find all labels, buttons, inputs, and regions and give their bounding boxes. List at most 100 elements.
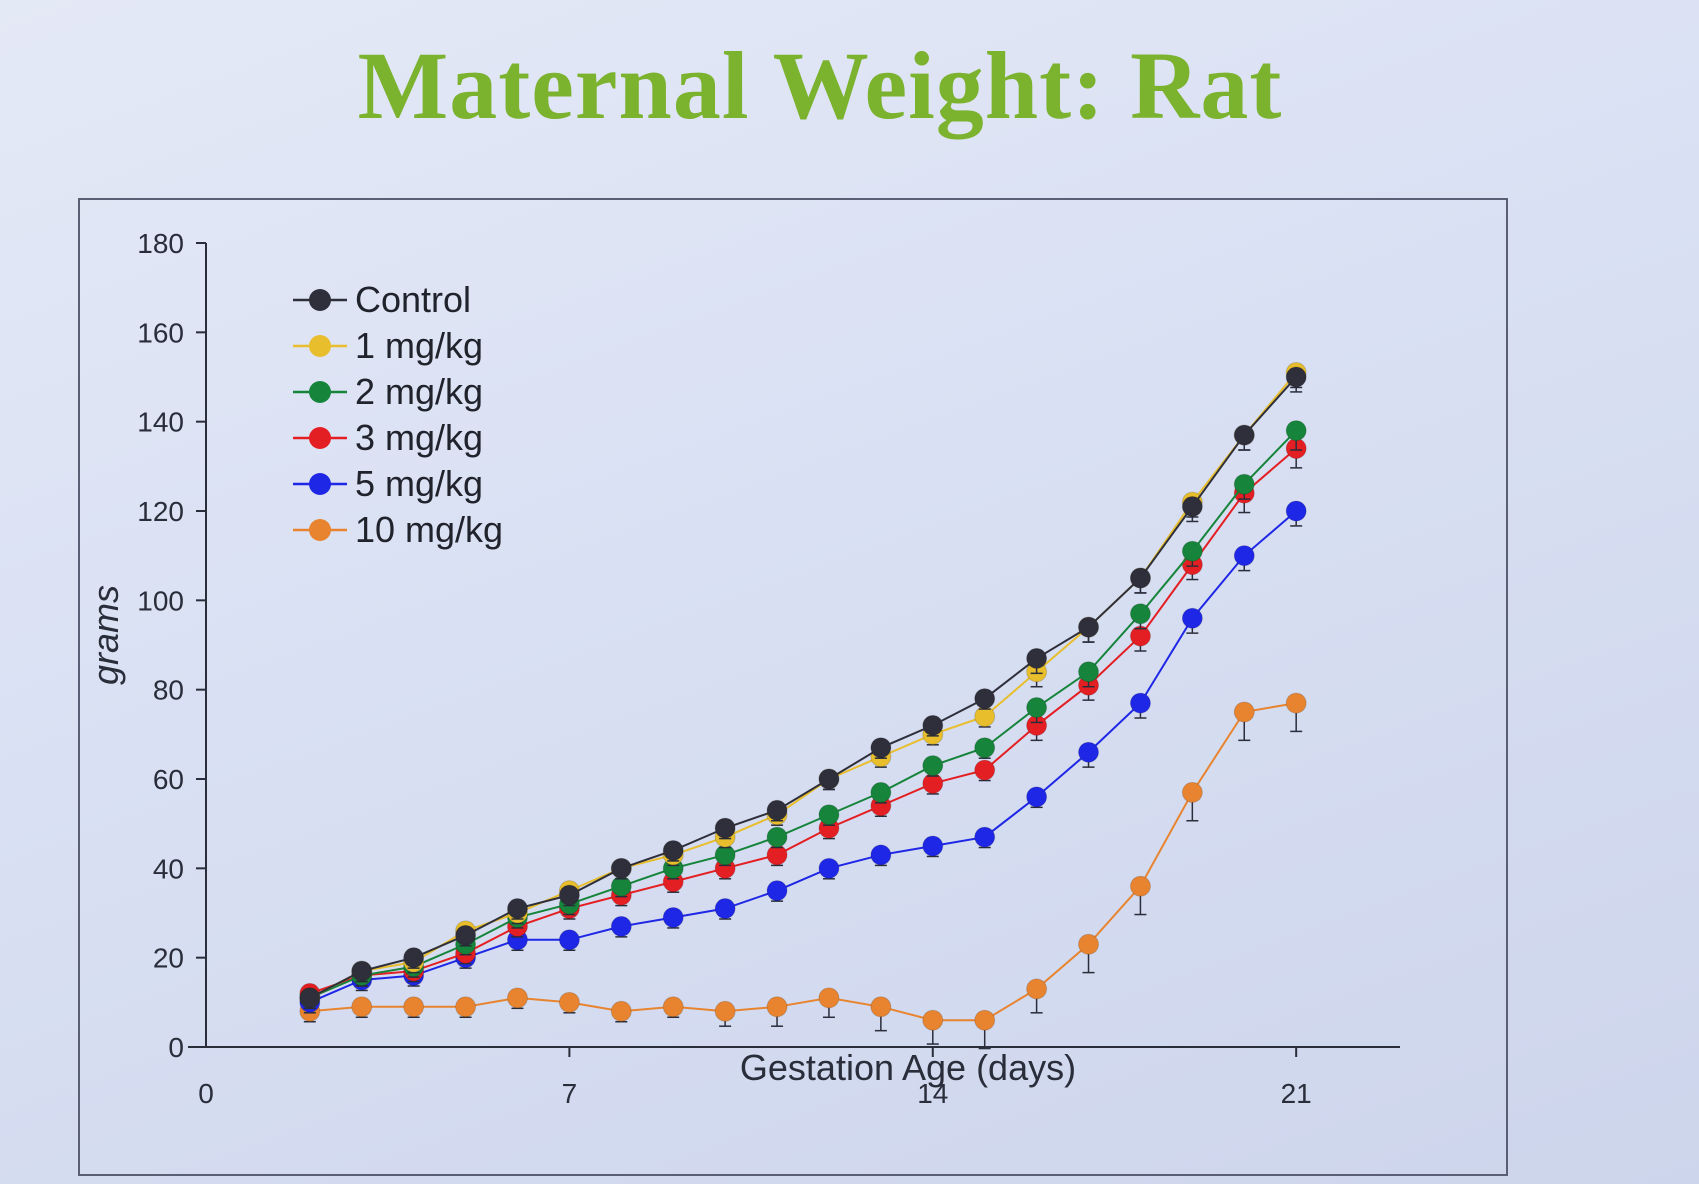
data-point bbox=[766, 996, 788, 1018]
legend-item: 3 mg/kg bbox=[293, 417, 483, 458]
x-tick-label: 21 bbox=[1281, 1078, 1312, 1109]
y-tick-label: 40 bbox=[153, 853, 184, 884]
data-point bbox=[922, 714, 944, 736]
legend-marker bbox=[309, 335, 331, 357]
legend-marker bbox=[309, 289, 331, 311]
data-point bbox=[1181, 496, 1203, 518]
y-tick-label: 20 bbox=[153, 943, 184, 974]
data-point bbox=[1129, 875, 1151, 897]
data-point bbox=[558, 929, 580, 951]
y-tick-label: 100 bbox=[137, 585, 184, 616]
y-tick-label: 80 bbox=[153, 675, 184, 706]
legend-label: 1 mg/kg bbox=[355, 325, 483, 366]
data-point bbox=[714, 817, 736, 839]
data-point bbox=[1233, 424, 1255, 446]
data-point bbox=[1078, 741, 1100, 763]
legend-item: 2 mg/kg bbox=[293, 371, 483, 412]
data-point bbox=[974, 826, 996, 848]
data-point bbox=[1285, 692, 1307, 714]
data-point bbox=[506, 987, 528, 1009]
x-tick-label: 0 bbox=[198, 1078, 214, 1109]
data-point bbox=[1026, 786, 1048, 808]
data-point bbox=[1129, 692, 1151, 714]
data-point bbox=[662, 996, 684, 1018]
data-point bbox=[455, 924, 477, 946]
series-control bbox=[299, 366, 1307, 1010]
y-tick-label: 60 bbox=[153, 764, 184, 795]
slide-title: Maternal Weight: Rat bbox=[357, 32, 1283, 139]
series-1-mg-kg bbox=[299, 362, 1307, 1010]
legend: Control 1 mg/kg 2 mg/kg 3 mg/kg 5 mg/kg 10 mg… bbox=[293, 279, 503, 550]
x-tick-label: 14 bbox=[917, 1078, 948, 1109]
data-point bbox=[1285, 500, 1307, 522]
y-tick-label: 120 bbox=[137, 496, 184, 527]
data-point bbox=[1285, 366, 1307, 388]
data-point bbox=[766, 799, 788, 821]
data-point bbox=[1078, 933, 1100, 955]
axes: 0 20 40 60 80 100 120 140 160 180 0 7 14 21 bbox=[137, 228, 1400, 1109]
data-point bbox=[403, 947, 425, 969]
data-point bbox=[1233, 473, 1255, 495]
data-point bbox=[351, 996, 373, 1018]
data-point bbox=[974, 688, 996, 710]
chart-frame: 0 20 40 60 80 100 120 140 160 180 0 7 14 21 Control 1 … bbox=[78, 198, 1508, 1176]
legend-item: 10 mg/kg bbox=[293, 509, 503, 550]
data-point bbox=[818, 768, 840, 790]
data-point bbox=[662, 906, 684, 928]
legend-label: 3 mg/kg bbox=[355, 417, 483, 458]
data-point bbox=[714, 1000, 736, 1022]
legend-label: 2 mg/kg bbox=[355, 371, 483, 412]
data-point bbox=[1233, 701, 1255, 723]
data-point bbox=[1181, 607, 1203, 629]
data-point bbox=[351, 960, 373, 982]
data-point bbox=[1026, 697, 1048, 719]
y-tick-label: 0 bbox=[168, 1032, 184, 1063]
series-layer bbox=[299, 362, 1307, 1050]
legend-marker bbox=[309, 427, 331, 449]
series-5-mg-kg bbox=[299, 500, 1307, 1014]
data-point bbox=[974, 1009, 996, 1031]
data-point bbox=[714, 898, 736, 920]
y-tick-label: 140 bbox=[137, 407, 184, 438]
data-point bbox=[818, 804, 840, 826]
line-chart: 0 20 40 60 80 100 120 140 160 180 0 7 14 21 Control 1 … bbox=[85, 228, 1400, 1109]
data-point bbox=[870, 996, 892, 1018]
data-point bbox=[610, 1000, 632, 1022]
data-point bbox=[1026, 647, 1048, 669]
data-point bbox=[662, 839, 684, 861]
data-point bbox=[1078, 616, 1100, 638]
data-point bbox=[610, 915, 632, 937]
data-point bbox=[1129, 567, 1151, 589]
legend-item: 1 mg/kg bbox=[293, 325, 483, 366]
data-point bbox=[1026, 978, 1048, 1000]
x-tick-label: 7 bbox=[562, 1078, 578, 1109]
data-point bbox=[766, 880, 788, 902]
data-point bbox=[1078, 661, 1100, 683]
data-point bbox=[870, 844, 892, 866]
data-point bbox=[403, 996, 425, 1018]
data-point bbox=[610, 857, 632, 879]
data-point bbox=[870, 737, 892, 759]
series-10-mg-kg bbox=[299, 692, 1307, 1050]
data-point bbox=[922, 1009, 944, 1031]
series-line bbox=[309, 702, 1297, 1022]
data-point bbox=[299, 987, 321, 1009]
data-point bbox=[1233, 545, 1255, 567]
data-point bbox=[974, 737, 996, 759]
y-tick-label: 180 bbox=[137, 228, 184, 259]
data-point bbox=[1181, 781, 1203, 803]
legend-label: 5 mg/kg bbox=[355, 463, 483, 504]
legend-item: 5 mg/kg bbox=[293, 463, 483, 504]
data-point bbox=[558, 884, 580, 906]
data-point bbox=[974, 759, 996, 781]
data-point bbox=[766, 826, 788, 848]
data-point bbox=[1285, 420, 1307, 442]
data-point bbox=[506, 898, 528, 920]
data-point bbox=[818, 987, 840, 1009]
data-point bbox=[870, 781, 892, 803]
y-axis-title: grams bbox=[85, 585, 126, 685]
legend-label: 10 mg/kg bbox=[355, 509, 503, 550]
legend-label: Control bbox=[355, 279, 471, 320]
legend-marker bbox=[309, 519, 331, 541]
data-point bbox=[558, 991, 580, 1013]
